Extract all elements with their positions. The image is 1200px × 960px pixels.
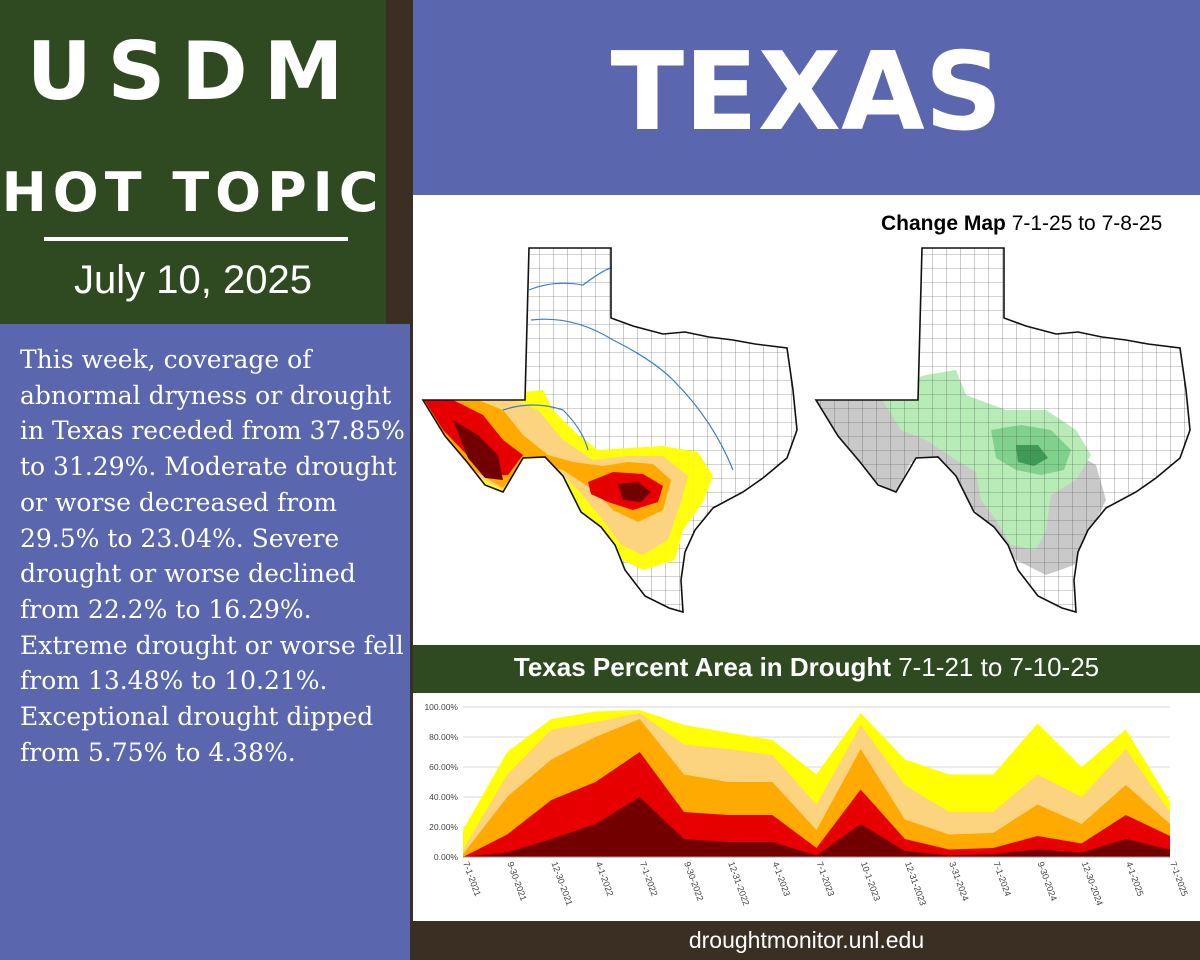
x-tick-label: 4-1-2022 [594, 860, 616, 897]
x-tick-label: 4-1-2025 [1124, 860, 1146, 897]
x-tick-label: 10-1-2023 [859, 860, 882, 902]
area-series-4 [463, 797, 1170, 857]
y-tick-label: 80.00% [429, 732, 458, 742]
x-tick-label: 4-1-2023 [770, 860, 792, 897]
footer-url[interactable]: droughtmonitor.unl.edu [688, 927, 925, 953]
y-tick-label: 40.00% [429, 792, 458, 802]
page-title: TEXAS [610, 30, 1003, 155]
x-tick-label: 3-31-2024 [947, 860, 970, 902]
x-tick-label: 12-30-2021 [549, 860, 574, 907]
chart-title-band [413, 645, 1200, 693]
change-map-label-bold: Change Map [881, 212, 1006, 235]
x-tick-label: 7-1-2025 [1168, 860, 1190, 897]
drought-map [422, 247, 798, 613]
x-tick-label: 12-31-2023 [903, 860, 928, 907]
brand-title: USDM [26, 25, 360, 118]
y-tick-label: 20.00% [429, 822, 458, 832]
x-tick-label: 9-30-2021 [505, 860, 528, 902]
x-tick-label: 9-30-2024 [1036, 860, 1059, 902]
y-tick-label: 60.00% [429, 762, 458, 772]
drought-area-chart: 0.00% 20.00% 40.00% 60.00% 80.00% 100.00% 7-1-… [424, 702, 1190, 907]
change-map [815, 247, 1191, 613]
footer-band [413, 921, 1200, 960]
x-tick-label: 9-30-2022 [682, 860, 705, 902]
divider [44, 237, 348, 241]
hot-topic-label: HOT TOPIC [1, 161, 385, 224]
x-tick-label: 7-1-2023 [815, 860, 837, 897]
summary-text: This week, coverage of abnormal dryness … [20, 345, 405, 767]
y-tick-label: 100.00% [424, 702, 458, 712]
issue-date: July 10, 2025 [74, 258, 312, 302]
change-map-label-dates: 7-1-25 to 7-8-25 [1011, 212, 1163, 235]
y-tick-label: 0.00% [434, 852, 459, 862]
chart-title-main: Texas Percent Area in Drought [513, 652, 891, 682]
brand-panel [0, 0, 386, 324]
summary-panel [0, 324, 410, 960]
x-tick-label: 7-1-2024 [991, 860, 1013, 897]
chart-title-dates: 7-1-21 to 7-10-25 [898, 652, 1100, 682]
title-panel [413, 0, 1200, 195]
x-tick-label: 7-1-2022 [638, 860, 660, 897]
change-map-label: Change Map 7-1-25 to 7-8-25 [881, 212, 1162, 236]
chart-title: Texas Percent Area in Drought 7-1-21 to … [413, 652, 1200, 683]
x-tick-label: 7-1-2021 [461, 860, 483, 897]
x-tick-label: 12-30-2024 [1080, 860, 1105, 907]
x-tick-label: 12-31-2022 [726, 860, 751, 907]
